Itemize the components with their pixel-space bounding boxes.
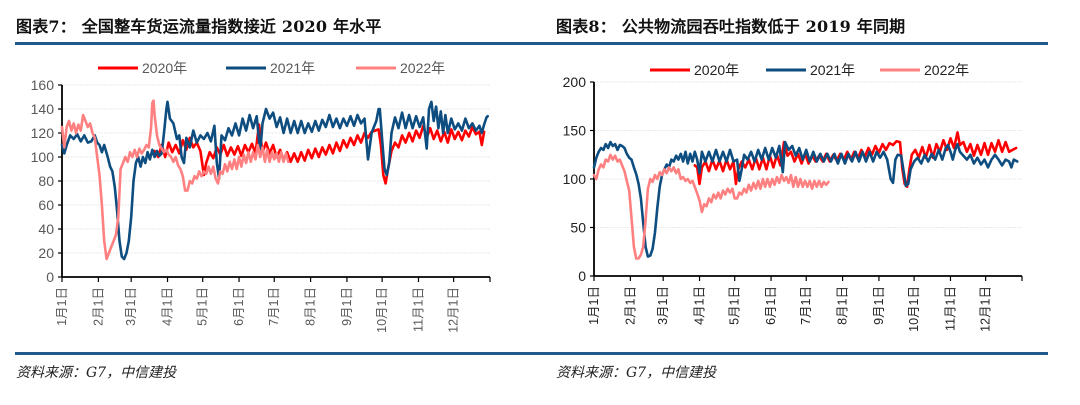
y-tick-label: 50 bbox=[570, 220, 586, 236]
legend-label-2020: 2020年 bbox=[142, 60, 187, 76]
x-tick-label: 12月1日 bbox=[447, 287, 461, 333]
figure-7-bottom-rule bbox=[15, 352, 540, 355]
figure-7-panel: 图表7： 全国整车货运流量指数接近 2020 年水平 0 20 40 60 80 100 1… bbox=[15, 17, 540, 381]
series-line-2022 bbox=[592, 153, 830, 260]
figure-8-source: 资料来源：G7，中信建投 bbox=[556, 365, 717, 381]
y-tick-label: 60 bbox=[38, 197, 54, 213]
y-tick-label: 120 bbox=[31, 125, 55, 141]
x-tick-label: 3月1日 bbox=[656, 286, 670, 325]
x-tick-label: 4月1日 bbox=[693, 286, 707, 325]
x-tick-label: 8月1日 bbox=[836, 286, 850, 325]
x-tick-label: 3月1日 bbox=[124, 287, 138, 326]
y-tick-label: 100 bbox=[563, 171, 587, 187]
y-tick-label: 150 bbox=[563, 123, 587, 139]
x-tick-label: 5月1日 bbox=[728, 286, 742, 325]
figure-8-chart: 0 50 100 150 200 1月1日 2月1日 3月1日 4月1日 5月1日 6月1日 7月1日… bbox=[563, 62, 1023, 332]
x-tick-label: 9月1日 bbox=[340, 287, 354, 326]
series-line-2021 bbox=[60, 100, 490, 261]
y-tick-label: 0 bbox=[578, 268, 586, 284]
figure-7-source: 资料来源：G7，中信建投 bbox=[16, 365, 177, 381]
x-tick-label: 11月1日 bbox=[943, 286, 957, 331]
y-tick-label: 160 bbox=[31, 77, 55, 93]
x-tick-label: 7月1日 bbox=[267, 287, 281, 326]
x-tick-label: 5月1日 bbox=[196, 287, 210, 326]
x-tick-label: 6月1日 bbox=[764, 286, 778, 325]
x-tick-label: 2月1日 bbox=[623, 286, 637, 325]
figure-7-chart: 0 20 40 60 80 100 120 140 160 1月1日 2月1日 3月1日 4月1日 5月1… bbox=[31, 60, 491, 333]
legend-label-2022: 2022年 bbox=[400, 60, 445, 76]
series-line-2020 bbox=[149, 123, 486, 185]
x-tick-label: 11月1日 bbox=[411, 287, 425, 332]
x-tick-label: 12月1日 bbox=[979, 286, 993, 332]
x-tick-label: 4月1日 bbox=[161, 287, 175, 326]
legend-label-2021: 2021年 bbox=[270, 60, 315, 76]
legend-label-2022: 2022年 bbox=[924, 62, 969, 78]
x-tick-label: 8月1日 bbox=[304, 287, 318, 326]
figure-8-top-rule bbox=[540, 42, 1048, 45]
x-tick-label: 9月1日 bbox=[872, 286, 886, 325]
x-tick-label: 1月1日 bbox=[55, 287, 69, 326]
series-line-2021 bbox=[592, 140, 1019, 258]
x-tick-label: 10月1日 bbox=[907, 286, 921, 332]
legend-label-2020: 2020年 bbox=[694, 62, 739, 78]
x-tick-label: 7月1日 bbox=[799, 286, 813, 325]
y-tick-label: 20 bbox=[38, 245, 54, 261]
y-tick-label: 140 bbox=[31, 101, 55, 117]
y-tick-label: 200 bbox=[563, 74, 587, 90]
figure-8-title: 图表8： 公共物流园吞吐指数低于 2019 年同期 bbox=[556, 17, 906, 36]
figure-8-bottom-rule bbox=[540, 352, 1048, 355]
x-tick-label: 10月1日 bbox=[375, 287, 389, 333]
x-tick-label: 2月1日 bbox=[91, 287, 105, 326]
x-tick-label: 1月1日 bbox=[587, 286, 601, 325]
x-tick-label: 6月1日 bbox=[232, 287, 246, 326]
figure-7-title: 图表7： 全国整车货运流量指数接近 2020 年水平 bbox=[16, 17, 382, 36]
figure-8-panel: 图表8： 公共物流园吞吐指数低于 2019 年同期 0 50 100 150 200 1月… bbox=[540, 0, 1080, 405]
y-tick-label: 0 bbox=[46, 269, 54, 285]
y-tick-label: 40 bbox=[38, 221, 54, 237]
figure-7-top-rule bbox=[15, 42, 540, 45]
series-line-2022 bbox=[60, 99, 290, 261]
y-tick-label: 100 bbox=[31, 149, 55, 165]
legend-label-2021: 2021年 bbox=[810, 62, 855, 78]
y-tick-label: 80 bbox=[38, 173, 54, 189]
